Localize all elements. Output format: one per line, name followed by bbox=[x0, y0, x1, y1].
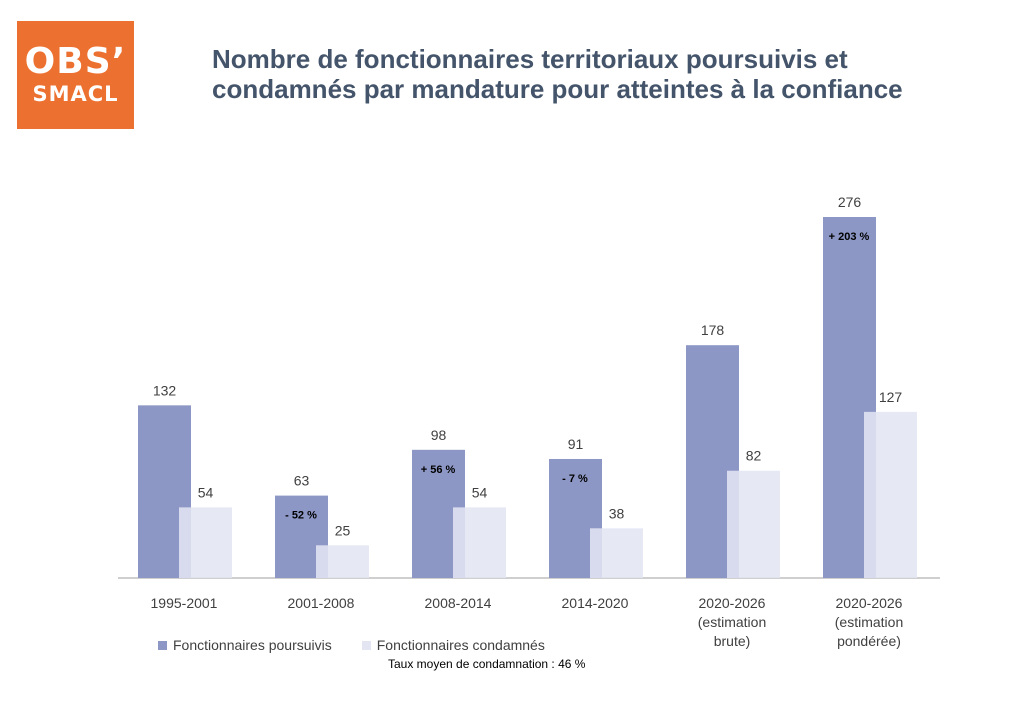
data-label-condamnes: 25 bbox=[335, 522, 351, 538]
data-label-poursuivis: 276 bbox=[838, 194, 862, 210]
change-annotation: - 7 % bbox=[562, 473, 588, 485]
x-tick-label: 2020-2026 bbox=[699, 595, 766, 611]
x-tick-label: 2001-2008 bbox=[288, 595, 355, 611]
data-label-poursuivis: 98 bbox=[431, 427, 447, 443]
data-label-poursuivis: 132 bbox=[153, 382, 177, 398]
data-label-poursuivis: 178 bbox=[701, 322, 725, 338]
legend-item-condamnes: Fonctionnaires condamnés bbox=[361, 637, 545, 653]
x-tick-label: 2020-2026 bbox=[836, 595, 903, 611]
chart-title-line-1: Nombre de fonctionnaires territoriaux po… bbox=[212, 44, 848, 74]
bar-condamnes bbox=[864, 411, 917, 578]
legend-item-poursuivis: Fonctionnaires poursuivis bbox=[158, 637, 332, 653]
data-label-poursuivis: 63 bbox=[294, 473, 310, 489]
data-label-condamnes: 54 bbox=[198, 484, 214, 500]
x-tick-label: pondérée) bbox=[837, 633, 901, 649]
legend-swatch-poursuivis bbox=[158, 640, 167, 650]
data-label-condamnes: 127 bbox=[879, 389, 903, 405]
chart-legend: Fonctionnaires poursuivis Fonctionnaires… bbox=[158, 637, 575, 653]
data-label-condamnes: 54 bbox=[472, 484, 488, 500]
data-label-poursuivis: 91 bbox=[568, 436, 584, 452]
x-tick-label: (estimation bbox=[698, 614, 766, 630]
legend-label-poursuivis: Fonctionnaires poursuivis bbox=[173, 637, 332, 653]
x-tick-label: 2014-2020 bbox=[562, 595, 629, 611]
x-tick-label: 1995-2001 bbox=[151, 595, 218, 611]
bar-condamnes bbox=[316, 545, 369, 578]
bar-condamnes bbox=[179, 507, 232, 578]
x-tick-label: (estimation bbox=[835, 614, 903, 630]
data-label-condamnes: 82 bbox=[746, 448, 762, 464]
chart-title-line-2: condamnés par mandature pour atteintes à… bbox=[212, 74, 903, 104]
legend-swatch-condamnes bbox=[361, 640, 371, 650]
bar-condamnes bbox=[590, 528, 643, 578]
legend-label-condamnes: Fonctionnaires condamnés bbox=[376, 637, 545, 653]
change-annotation: + 203 % bbox=[829, 231, 870, 243]
obs-smacl-logo: OBS’ SMACL bbox=[17, 21, 134, 129]
x-tick-label: brute) bbox=[714, 633, 751, 649]
data-label-condamnes: 38 bbox=[609, 505, 625, 521]
bar-condamnes bbox=[453, 507, 506, 578]
bar-condamnes bbox=[727, 470, 780, 578]
logo-line-1: OBS’ bbox=[24, 41, 127, 82]
average-conviction-rate-note: Taux moyen de condamnation : 46 % bbox=[388, 657, 586, 671]
change-annotation: - 52 % bbox=[285, 510, 317, 522]
logo-line-2: SMACL bbox=[32, 82, 119, 106]
x-tick-label: 2008-2014 bbox=[425, 595, 492, 611]
chart-title: Nombre de fonctionnaires territoriaux po… bbox=[212, 44, 1012, 104]
change-annotation: + 56 % bbox=[421, 464, 456, 476]
